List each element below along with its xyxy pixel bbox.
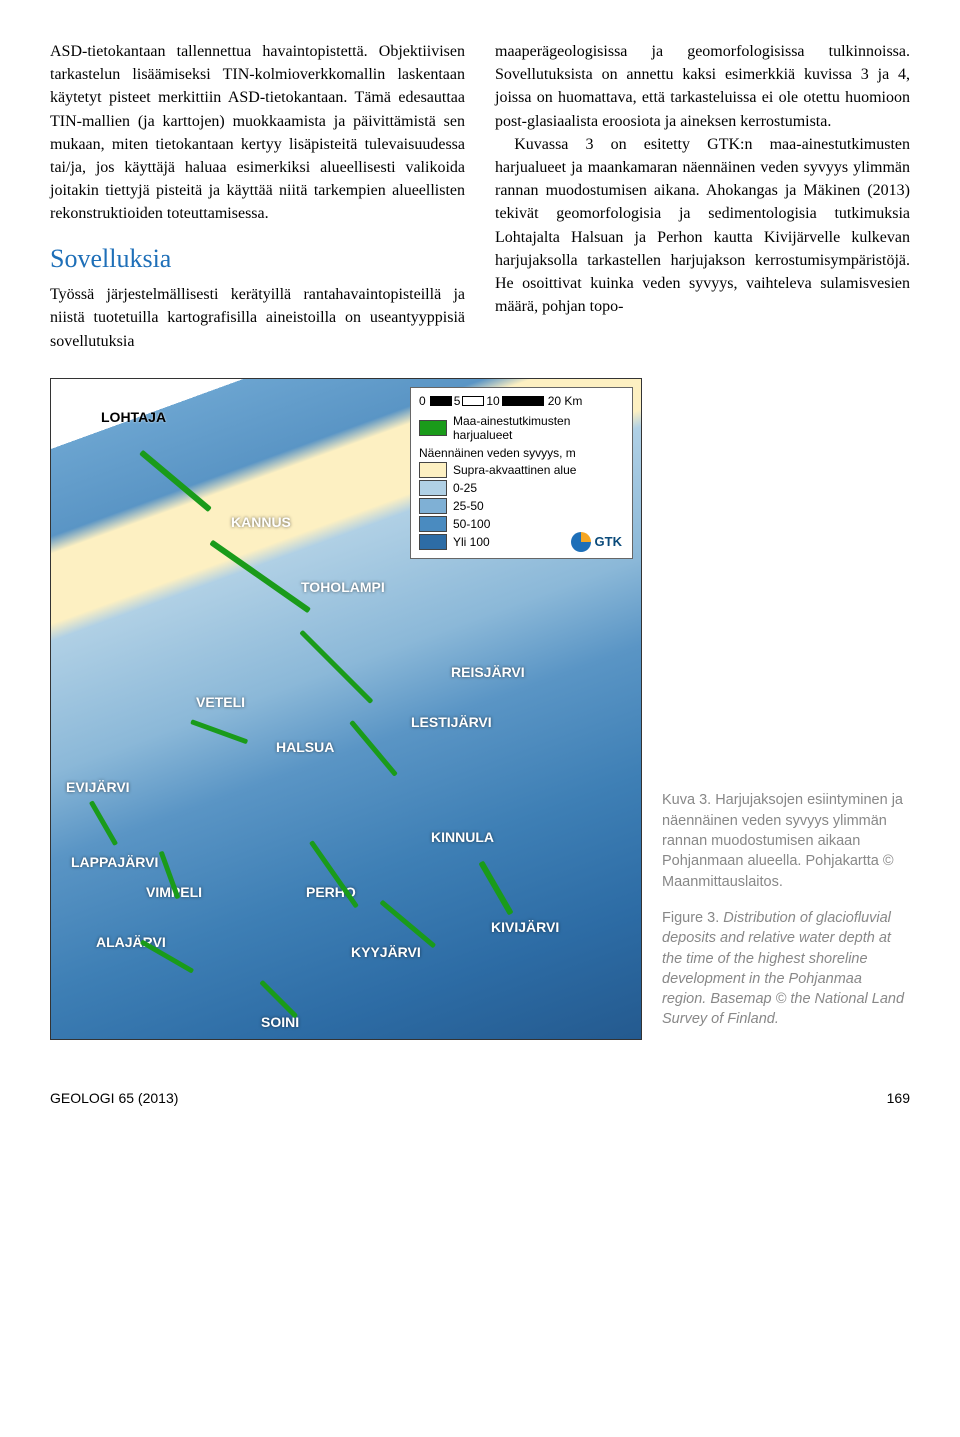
legend-class-label: 25-50 — [453, 499, 484, 513]
legend-swatch — [419, 516, 447, 532]
legend-class-row: 25-50 — [419, 498, 624, 514]
section-heading: Sovelluksia — [50, 240, 465, 278]
caption-en-lead: Figure 3. — [662, 910, 719, 926]
right-p2: Kuvassa 3 on esitetty GTK:n maa-ainestut… — [495, 133, 910, 319]
figure-area: 0 5 10 20 Km Maa-ainestutkimusten harjua… — [50, 378, 910, 1040]
legend-swatch — [419, 498, 447, 514]
gtk-logo-icon — [571, 532, 591, 552]
esker-deposit — [349, 720, 398, 777]
map-place-label: LESTIJÄRVI — [411, 714, 492, 730]
left-p1: ASD-tietokantaan tallennettua havaintopi… — [50, 40, 465, 226]
gtk-text: GTK — [595, 534, 622, 549]
legend-depth-title: Näennäinen veden syvyys, m — [419, 446, 624, 460]
map-place-label: KIVIJÄRVI — [491, 919, 559, 935]
map-place-label: TOHOLAMPI — [301, 579, 385, 595]
scale-seg — [430, 396, 452, 406]
caption-en: Figure 3. Distribution of glaciofluvial … — [662, 908, 910, 1030]
page-footer: GEOLOGI 65 (2013) 169 — [50, 1080, 910, 1106]
scale-5: 5 — [454, 394, 461, 408]
scale-20: 20 Km — [548, 394, 583, 408]
scale-0: 0 — [419, 394, 426, 408]
swatch-harju — [419, 420, 447, 436]
footer-journal: GEOLOGI 65 (2013) — [50, 1090, 178, 1106]
map-place-label: LOHTAJA — [101, 409, 166, 425]
legend-class-label: 50-100 — [453, 517, 490, 531]
footer-page-number: 169 — [887, 1090, 910, 1106]
caption-fi-lead: Kuva 3. — [662, 792, 711, 808]
text-columns: ASD-tietokantaan tallennettua havaintopi… — [50, 40, 910, 353]
map-legend: 0 5 10 20 Km Maa-ainestutkimusten harjua… — [410, 387, 633, 559]
legend-class-row: 50-100 — [419, 516, 624, 532]
figure-caption: Kuva 3. Harjujaksojen esiintyminen ja nä… — [662, 790, 910, 1039]
legend-swatch — [419, 534, 447, 550]
map-place-label: KYYJÄRVI — [351, 944, 421, 960]
esker-deposit — [89, 800, 118, 846]
esker-deposit — [190, 719, 248, 744]
map-place-label: LAPPAJÄRVI — [71, 854, 158, 870]
esker-deposit — [299, 629, 373, 703]
scale-bar: 0 5 10 20 Km — [419, 394, 624, 408]
right-p1: maaperägeologisissa ja geomorfologisissa… — [495, 40, 910, 133]
esker-deposit — [139, 449, 212, 511]
map-place-label: HALSUA — [276, 739, 334, 755]
left-p2: Työssä järjestelmällisesti kerätyillä ra… — [50, 283, 465, 353]
map-place-label: KANNUS — [231, 514, 291, 530]
esker-deposit — [478, 860, 513, 915]
esker-deposit — [209, 539, 311, 613]
caption-fi: Kuva 3. Harjujaksojen esiintyminen ja nä… — [662, 790, 910, 891]
left-column: ASD-tietokantaan tallennettua havaintopi… — [50, 40, 465, 353]
map-place-label: KINNULA — [431, 829, 494, 845]
legend-class-label: Yli 100 — [453, 535, 490, 549]
legend-class-label: 0-25 — [453, 481, 477, 495]
legend-swatch — [419, 480, 447, 496]
legend-class-row: Supra-akvaattinen alue — [419, 462, 624, 478]
map-place-label: EVIJÄRVI — [66, 779, 130, 795]
esker-deposit — [259, 979, 298, 1018]
legend-harju-label: Maa-ainestutkimusten harjualueet — [453, 414, 624, 442]
legend-class-row: 0-25 — [419, 480, 624, 496]
esker-deposit — [379, 899, 436, 948]
scale-seg — [502, 396, 544, 406]
legend-class-label: Supra-akvaattinen alue — [453, 463, 576, 477]
map-figure: 0 5 10 20 Km Maa-ainestutkimusten harjua… — [50, 378, 642, 1040]
scale-seg — [462, 396, 484, 406]
caption-en-body: Distribution of glaciofluvial deposits a… — [662, 910, 904, 1027]
scale-10: 10 — [486, 394, 499, 408]
map-place-label: VETELI — [196, 694, 245, 710]
right-column: maaperägeologisissa ja geomorfologisissa… — [495, 40, 910, 353]
map-place-label: REISJÄRVI — [451, 664, 525, 680]
legend-harju: Maa-ainestutkimusten harjualueet — [419, 414, 624, 442]
gtk-logo: GTK — [571, 532, 622, 552]
esker-deposit — [140, 939, 194, 973]
legend-swatch — [419, 462, 447, 478]
